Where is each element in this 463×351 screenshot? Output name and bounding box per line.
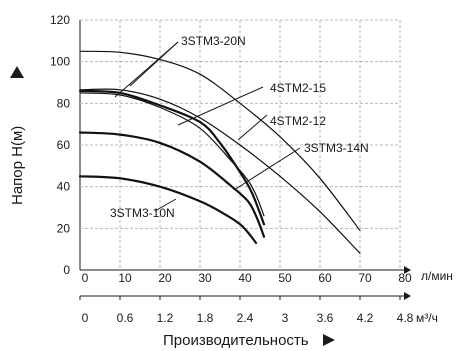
y-tick-label: 40 <box>57 180 71 194</box>
x-tick-label-m3h: 1.8 <box>197 311 214 325</box>
x-tick-label-lmin: 30 <box>198 271 212 285</box>
label-leader-line <box>233 147 301 191</box>
x-tick-label-m3h: 0 <box>82 311 89 325</box>
y-tick-label: 60 <box>57 138 71 152</box>
series-line-3stm3-10n <box>78 131 266 238</box>
y-tick-label: 120 <box>50 13 70 27</box>
y-tick-label: 0 <box>63 263 70 277</box>
label-3stm3-10n: 3STM3-10N <box>110 206 175 220</box>
x-tick-label-m3h: 2.4 <box>237 311 254 325</box>
series-line-3stm3-20n <box>79 50 361 231</box>
y-tick-label: 80 <box>57 96 71 110</box>
label-leader-line <box>154 198 177 212</box>
label-3stm3-14n: 3STM3-14N <box>304 141 369 155</box>
label-4stm2-12: 4STM2-12 <box>270 114 326 128</box>
y-tick-label: 20 <box>57 221 71 235</box>
x-unit-lmin: л/мин <box>421 269 453 283</box>
x-tick-label-lmin: 0 <box>82 271 89 285</box>
x-tick-label-m3h: 4.2 <box>357 311 374 325</box>
label-leader-lines <box>114 41 301 212</box>
bottom-axis-ticks <box>79 296 401 300</box>
y-axis-title-arrow <box>10 66 24 78</box>
x-axis-arrow-bottom <box>404 292 411 300</box>
x-tick-label-m3h: 4.8 <box>397 311 414 325</box>
x-tick-label-m3h: 0.6 <box>117 311 134 325</box>
series-line-unlabeled <box>78 175 258 244</box>
x-tick-label-lmin: 60 <box>318 271 332 285</box>
label-3stm3-20n: 3STM3-20N <box>181 34 246 48</box>
x-axis-tick-labels-lmin: 0 10 20 30 40 50 60 70 80 <box>82 271 412 285</box>
series-line-3stm3-14n <box>79 92 265 217</box>
label-leader-line <box>177 86 264 126</box>
y-axis-tick-labels: 0 20 40 60 80 100 120 <box>50 13 70 277</box>
x-unit-m3h: м³/ч <box>416 311 438 325</box>
performance-curves <box>78 50 361 254</box>
x-tick-label-lmin: 40 <box>238 271 252 285</box>
label-leader-line <box>237 114 268 141</box>
y-axis-title-text: Напор H(м) <box>9 126 26 205</box>
x-axis-arrow-top <box>404 266 411 274</box>
x-tick-label-lmin: 80 <box>398 271 412 285</box>
x-axis-title: Производительность <box>163 332 335 349</box>
y-axis-title: Напор H(м) <box>9 66 26 205</box>
x-axis-tick-labels-m3h: 0 0.6 1.2 1.8 2.4 3 3.6 4.2 4.8 <box>82 311 414 325</box>
x-tick-label-lmin: 70 <box>358 271 372 285</box>
y-tick-label: 100 <box>50 55 70 69</box>
label-leader-line <box>129 41 179 87</box>
label-4stm2-15: 4STM2-15 <box>270 81 326 95</box>
x-axis-title-arrow <box>323 334 335 346</box>
x-tick-label-lmin: 20 <box>158 271 172 285</box>
x-tick-label-m3h: 3 <box>282 311 289 325</box>
x-tick-label-m3h: 3.6 <box>317 311 334 325</box>
x-tick-label-lmin: 50 <box>278 271 292 285</box>
x-axis-title-text: Производительность <box>163 332 309 349</box>
x-tick-label-lmin: 10 <box>118 271 132 285</box>
x-tick-label-m3h: 1.2 <box>157 311 174 325</box>
series-line-4stm2-12 <box>78 89 266 226</box>
